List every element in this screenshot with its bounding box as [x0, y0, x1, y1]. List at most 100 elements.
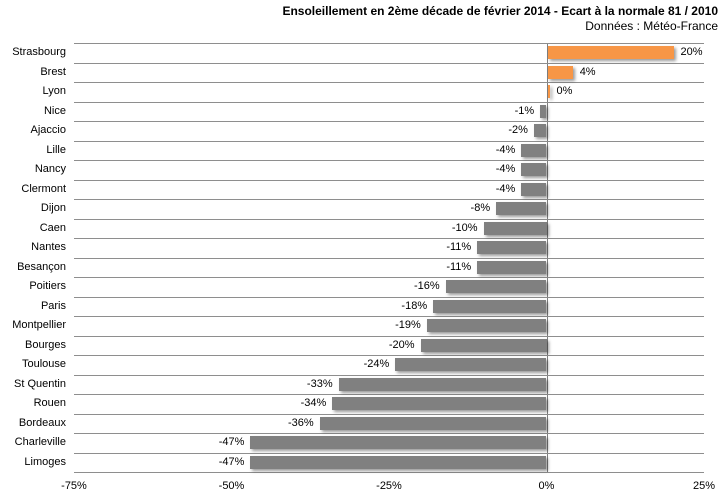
- value-label-paris: -18%: [401, 299, 428, 312]
- bar-besan-on: [477, 260, 547, 274]
- gridline-row: [74, 121, 704, 122]
- category-label-bourges: Bourges: [25, 338, 66, 351]
- category-label-nice: Nice: [43, 104, 66, 117]
- category-label-lyon: Lyon: [42, 85, 66, 97]
- x-tick-label-25pct: 25%: [692, 480, 716, 492]
- category-label-rouen: Rouen: [33, 397, 66, 409]
- bar-montpellier: [426, 319, 547, 333]
- value-label-brest: 4%: [579, 65, 596, 78]
- category-label-ajaccio: Ajaccio: [30, 124, 66, 136]
- x-tick-label-0pct: 0%: [538, 480, 555, 492]
- category-label-montpellier: Montpellier: [12, 319, 66, 331]
- value-label-dijon: -8%: [470, 202, 491, 214]
- value-label-poitiers: -16%: [414, 280, 440, 292]
- bar-lyon: [547, 85, 550, 99]
- category-label-brest: Brest: [40, 65, 66, 78]
- gridline-row: [74, 433, 704, 434]
- value-label-bordeaux: -36%: [288, 416, 314, 429]
- category-label-strasbourg: Strasbourg: [12, 46, 66, 58]
- value-label-rouen: -34%: [300, 397, 327, 409]
- bar-lille: [521, 143, 547, 157]
- category-label-limoges: Limoges: [24, 455, 66, 468]
- bar-caen: [483, 221, 547, 235]
- gridline-row: [74, 394, 704, 395]
- bar-st-quentin: [338, 377, 547, 391]
- bar-brest: [547, 65, 573, 79]
- gridline-row: [74, 238, 704, 239]
- value-label-strasbourg: 20%: [680, 46, 703, 58]
- category-label-lille: Lille: [46, 143, 66, 156]
- gridline-row: [74, 101, 704, 103]
- gridline-row: [74, 472, 704, 473]
- chart-title: Ensoleillement en 2ème décade de février…: [282, 4, 718, 18]
- value-label-nice: -1%: [514, 104, 535, 117]
- bar-bordeaux: [319, 416, 547, 430]
- value-label-montpellier: -19%: [395, 319, 421, 331]
- category-label-clermont: Clermont: [21, 182, 66, 195]
- value-label-st-quentin: -33%: [306, 377, 333, 390]
- value-axis: -75% -50% -25% 0% 25%: [61, 480, 715, 496]
- category-label-toulouse: Toulouse: [21, 358, 66, 370]
- gridline-row: [74, 140, 704, 142]
- bar-nancy: [521, 163, 547, 177]
- value-label-ajaccio: -2%: [508, 124, 528, 136]
- category-label-poitiers: Poitiers: [29, 280, 66, 292]
- gridline-row: [74, 179, 704, 181]
- chart-subtitle: Données : Météo-France: [585, 19, 718, 33]
- gridline-row: [74, 277, 704, 278]
- gridline-row: [74, 257, 704, 259]
- category-label-nantes: Nantes: [31, 241, 66, 253]
- bar-clermont: [521, 182, 547, 196]
- bar-strasbourg: [547, 46, 674, 60]
- category-label-nancy: Nancy: [34, 163, 66, 175]
- category-label-charleville: Charleville: [14, 436, 66, 448]
- bar-ajaccio: [533, 124, 547, 138]
- gridline-row: [74, 82, 704, 83]
- gridline-row: [74, 43, 704, 44]
- x-tick-label-neg75pct: -75%: [61, 480, 87, 492]
- category-label-bordeaux: Bordeaux: [18, 416, 66, 429]
- value-label-lyon: 0%: [556, 85, 573, 97]
- value-label-limoges: -47%: [218, 455, 245, 468]
- value-label-charleville: -47%: [218, 436, 245, 448]
- bar-limoges: [250, 455, 547, 469]
- gridline-row: [74, 218, 704, 220]
- value-label-lille: -4%: [495, 143, 516, 156]
- gridline-row: [74, 452, 704, 454]
- gridline-row: [74, 62, 704, 64]
- gridline-row: [74, 374, 704, 376]
- category-label-dijon: Dijon: [40, 202, 66, 214]
- gridline-row: [74, 413, 704, 415]
- category-label-st-quentin: St Quentin: [14, 377, 66, 390]
- value-label-besan-on: -11%: [446, 260, 472, 273]
- bar-charleville: [250, 436, 547, 450]
- bar-dijon: [496, 202, 547, 216]
- gridline-row: [74, 355, 704, 356]
- category-axis: Strasbourg Brest Lyon Nice Ajaccio Lille Nancy…: [0, 43, 66, 472]
- x-tick-label-neg25pct: -25%: [376, 480, 402, 492]
- bar-nice: [540, 104, 547, 118]
- value-label-bourges: -20%: [388, 338, 415, 351]
- value-label-clermont: -4%: [495, 182, 516, 195]
- gridline-row: [74, 160, 704, 161]
- value-label-caen: -10%: [451, 221, 478, 234]
- gridline-row: [74, 199, 704, 200]
- gridline-row: [74, 335, 704, 337]
- plot-area: 20% 4% 0% -1% -2% -4% -4% -4% -8% -10% -11% -11% -16…: [74, 43, 704, 473]
- category-label-besan-on: Besançon: [17, 260, 66, 273]
- bar-rouen: [332, 397, 547, 411]
- value-label-nantes: -11%: [446, 241, 472, 253]
- chart-header: Ensoleillement en 2ème décade de février…: [282, 4, 718, 34]
- x-tick-label-neg50pct: -50%: [218, 480, 245, 492]
- gridline-row: [74, 316, 704, 317]
- bar-nantes: [477, 241, 547, 255]
- gridline-row: [74, 296, 704, 298]
- value-label-toulouse: -24%: [363, 358, 390, 370]
- category-label-caen: Caen: [39, 221, 66, 234]
- bar-toulouse: [395, 358, 547, 372]
- bar-paris: [433, 299, 547, 313]
- bar-bourges: [420, 338, 547, 352]
- bar-poitiers: [445, 280, 547, 294]
- value-label-nancy: -4%: [495, 163, 516, 175]
